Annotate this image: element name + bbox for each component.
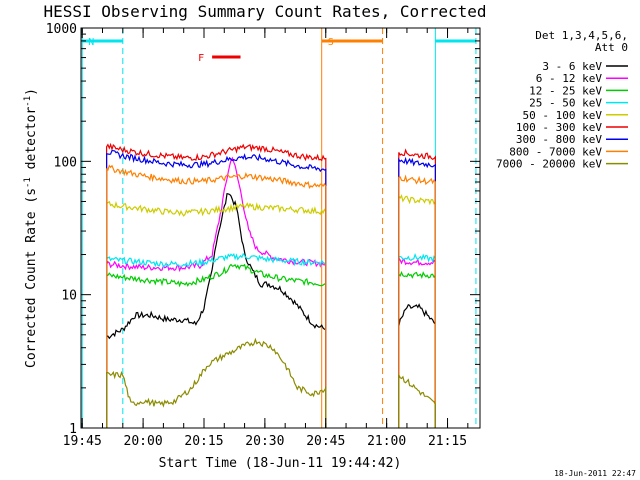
- plot-frame: [80, 27, 481, 429]
- legend-label-2: 12 - 25 keV: [529, 84, 602, 97]
- y-tick-label-3: 1000: [46, 22, 77, 37]
- series-line-2-1: [398, 270, 436, 428]
- legend-header-line-2: Att 0: [595, 41, 628, 54]
- series-25-50keV: [105, 252, 436, 428]
- flag-S-label: S: [328, 37, 334, 48]
- legend-label-4: 50 - 100 keV: [523, 109, 603, 122]
- x-tick-label-4: 20:45: [306, 434, 345, 449]
- legend-label-8: 7000 - 20000 keV: [496, 158, 602, 171]
- x-tick-label-1: 20:00: [124, 434, 163, 449]
- x-axis: 19:45 20:00 20:15 20:30 20:45 21:00 21:15: [63, 28, 469, 449]
- series-6-12keV: [105, 156, 436, 428]
- series-line-4-0: [105, 200, 327, 428]
- series-line-5-0: [105, 142, 327, 428]
- series-300-800keV: [105, 149, 436, 428]
- series-3-6keV: [105, 193, 436, 428]
- y-tick-label-0: 1: [69, 422, 77, 437]
- series-50-100keV: [105, 194, 436, 428]
- series-7000-20000keV: [105, 337, 436, 428]
- series-line-2-0: [105, 263, 327, 428]
- x-tick-label-0: 19:45: [63, 434, 102, 449]
- series-line-8-1: [398, 374, 436, 428]
- series-line-1-1: [398, 255, 436, 428]
- series-line-6-1: [398, 156, 436, 428]
- series-100-300keV: [105, 142, 436, 428]
- y-axis: 1 10 100 1000: [46, 22, 480, 437]
- legend-label-5: 100 - 300 keV: [516, 121, 602, 134]
- series-line-3-0: [105, 252, 327, 428]
- series-line-7-0: [105, 164, 327, 428]
- flag-F-label: F: [198, 53, 204, 64]
- legend-header-line-1: Det 1,3,4,5,6,: [535, 29, 628, 42]
- y-tick-label-2: 100: [54, 155, 77, 170]
- series-line-8-0: [105, 337, 327, 428]
- x-axis-label: Start Time (18-Jun-11 19:44:42): [159, 456, 402, 471]
- x-tick-label-3: 20:30: [245, 434, 284, 449]
- series-line-3-1: [398, 252, 436, 428]
- x-tick-label-6: 21:15: [428, 434, 467, 449]
- series-line-7-1: [398, 174, 436, 428]
- x-tick-label-2: 20:15: [184, 434, 223, 449]
- series-line-0-1: [398, 303, 436, 428]
- series-800-7000keV: [105, 164, 436, 428]
- y-axis-label: Corrected Count Rate (s-1 detector-1): [23, 88, 39, 368]
- timestamp: 18-Jun-2011 22:47: [554, 469, 636, 478]
- legend-label-7: 800 - 7000 keV: [509, 145, 602, 158]
- legend-label-1: 6 - 12 keV: [536, 72, 603, 85]
- legend-label-0: 3 - 6 keV: [542, 60, 602, 73]
- chart-title: HESSI Observing Summary Count Rates, Cor…: [43, 2, 486, 21]
- series-line-4-1: [398, 194, 436, 428]
- flag-N-label: N: [88, 37, 94, 48]
- legend-label-6: 300 - 800 keV: [516, 133, 602, 146]
- series-line-6-0: [105, 149, 327, 428]
- series-line-1-0: [105, 156, 327, 428]
- x-tick-label-5: 21:00: [367, 434, 406, 449]
- plot-area: N F S: [81, 28, 477, 428]
- y-tick-label-1: 10: [61, 289, 77, 304]
- series-line-5-1: [398, 148, 436, 428]
- legend-label-3: 25 - 50 keV: [529, 97, 602, 110]
- series-line-0-0: [105, 193, 327, 428]
- series-12-25keV: [105, 263, 436, 428]
